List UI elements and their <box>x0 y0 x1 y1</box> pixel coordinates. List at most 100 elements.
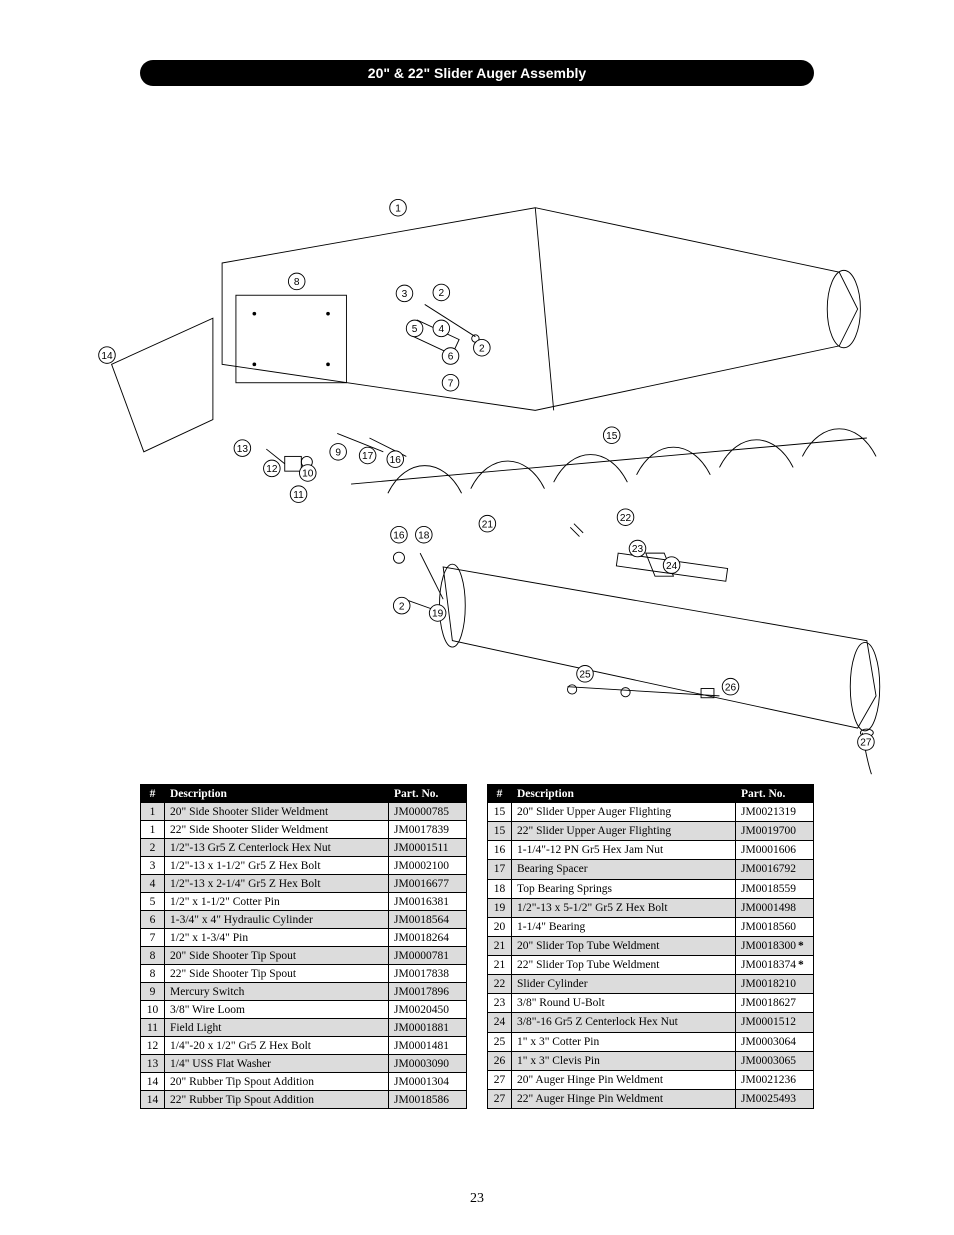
svg-text:11: 11 <box>293 490 304 501</box>
cell-desc: Bearing Spacer <box>512 860 736 879</box>
cell-desc: 3/8"-16 Gr5 Z Centerlock Hex Nut <box>512 1013 736 1032</box>
cell-num: 15 <box>488 822 512 841</box>
table-row: 2120" Slider Top Tube WeldmentJM0018300* <box>488 936 814 955</box>
table-row: 251" x 3" Cotter PinJM0003064 <box>488 1032 814 1051</box>
star-icon: * <box>798 959 804 971</box>
table-row: 121/4"-20 x 1/2" Gr5 Z Hex BoltJM0001481 <box>141 1037 467 1055</box>
svg-text:19: 19 <box>432 609 444 620</box>
cell-part: JM0002100 <box>389 857 467 875</box>
table-row: 31/2"-13 x 1-1/2" Gr5 Z Hex BoltJM000210… <box>141 857 467 875</box>
cell-num: 26 <box>488 1051 512 1070</box>
cell-desc: 20" Side Shooter Slider Weldment <box>165 803 389 821</box>
table-row: 191/2"-13 x 5-1/2" Gr5 Z Hex BoltJM00014… <box>488 898 814 917</box>
table-row: 9Mercury SwitchJM0017896 <box>141 983 467 1001</box>
callout-22: 22 <box>617 509 634 526</box>
cell-desc: 22" Auger Hinge Pin Weldment <box>512 1089 736 1108</box>
cell-part: JM0016677 <box>389 875 467 893</box>
table-row: 51/2" x 1-1/2" Cotter PinJM0016381 <box>141 893 467 911</box>
cell-desc: 1/2"-13 x 2-1/4" Gr5 Z Hex Bolt <box>165 875 389 893</box>
cell-num: 14 <box>141 1091 165 1109</box>
cell-num: 8 <box>141 965 165 983</box>
cell-part: JM0018586 <box>389 1091 467 1109</box>
svg-text:17: 17 <box>362 451 374 462</box>
table-row: 131/4" USS Flat WasherJM0003090 <box>141 1055 467 1073</box>
cell-part: JM0018560 <box>736 917 814 936</box>
callout-9: 9 <box>330 444 347 461</box>
cell-num: 17 <box>488 860 512 879</box>
svg-text:9: 9 <box>335 448 341 459</box>
cell-desc: 22" Slider Top Tube Weldment <box>512 956 736 975</box>
svg-text:10: 10 <box>302 469 314 480</box>
cell-part: JM0003064 <box>736 1032 814 1051</box>
cell-desc: 1/2" x 1-3/4" Pin <box>165 929 389 947</box>
svg-text:15: 15 <box>606 431 618 442</box>
cell-desc: 1/4" USS Flat Washer <box>165 1055 389 1073</box>
svg-text:22: 22 <box>620 513 632 524</box>
cell-num: 4 <box>141 875 165 893</box>
cell-part: JM0017896 <box>389 983 467 1001</box>
cell-num: 15 <box>488 803 512 822</box>
cell-desc: 20" Slider Upper Auger Flighting <box>512 803 736 822</box>
svg-text:3: 3 <box>402 289 408 300</box>
cell-num: 19 <box>488 898 512 917</box>
cell-part: JM0018564 <box>389 911 467 929</box>
cell-desc: 22" Slider Upper Auger Flighting <box>512 822 736 841</box>
callout-14: 14 <box>99 347 116 364</box>
table-row: 233/8" Round U-BoltJM0018627 <box>488 994 814 1013</box>
table-row: 120" Side Shooter Slider WeldmentJM00007… <box>141 803 467 821</box>
svg-text:21: 21 <box>482 519 494 530</box>
table-row: 103/8" Wire LoomJM0020450 <box>141 1001 467 1019</box>
svg-text:16: 16 <box>393 530 405 541</box>
cell-num: 21 <box>488 936 512 955</box>
svg-text:1: 1 <box>395 203 401 214</box>
callout-16: 16 <box>387 451 404 468</box>
cell-desc: 1/2"-13 x 5-1/2" Gr5 Z Hex Bolt <box>512 898 736 917</box>
table-row: 1422" Rubber Tip Spout AdditionJM0018586 <box>141 1091 467 1109</box>
cell-part: JM0020450 <box>389 1001 467 1019</box>
cell-part: JM0018300* <box>736 936 814 955</box>
cell-num: 20 <box>488 917 512 936</box>
svg-text:18: 18 <box>418 530 430 541</box>
cell-desc: 22" Side Shooter Slider Weldment <box>165 821 389 839</box>
callout-16: 16 <box>391 526 408 543</box>
cell-part: JM0018264 <box>389 929 467 947</box>
cell-part: JM0025493 <box>736 1089 814 1108</box>
table-row: 2720" Auger Hinge Pin WeldmentJM0021236 <box>488 1070 814 1089</box>
table-row: 41/2"-13 x 2-1/4" Gr5 Z Hex BoltJM001667… <box>141 875 467 893</box>
cell-desc: 22" Rubber Tip Spout Addition <box>165 1091 389 1109</box>
cell-part: JM0000785 <box>389 803 467 821</box>
cell-part: JM0001498 <box>736 898 814 917</box>
cell-num: 16 <box>488 841 512 860</box>
cell-desc: 1/4"-20 x 1/2" Gr5 Z Hex Bolt <box>165 1037 389 1055</box>
table-row: 2722" Auger Hinge Pin WeldmentJM0025493 <box>488 1089 814 1108</box>
cell-desc: Top Bearing Springs <box>512 879 736 898</box>
cell-part: JM0018210 <box>736 975 814 994</box>
cell-part: JM0001606 <box>736 841 814 860</box>
cell-num: 9 <box>141 983 165 1001</box>
cell-num: 1 <box>141 803 165 821</box>
callout-18: 18 <box>416 526 433 543</box>
cell-desc: 20" Slider Top Tube Weldment <box>512 936 736 955</box>
cell-part: JM0019700 <box>736 822 814 841</box>
svg-text:8: 8 <box>294 277 300 288</box>
parts-tables: # Description Part. No. 120" Side Shoote… <box>140 784 814 1109</box>
cell-part: JM0021236 <box>736 1070 814 1089</box>
cell-num: 18 <box>488 879 512 898</box>
svg-text:13: 13 <box>237 444 249 455</box>
cell-desc: 1-3/4" x 4" Hydraulic Cylinder <box>165 911 389 929</box>
svg-text:12: 12 <box>266 464 278 475</box>
cell-num: 22 <box>488 975 512 994</box>
callout-6: 6 <box>442 348 459 365</box>
cell-num: 8 <box>141 947 165 965</box>
cell-num: 10 <box>141 1001 165 1019</box>
cell-desc: 3/8" Round U-Bolt <box>512 994 736 1013</box>
callout-3: 3 <box>396 285 413 302</box>
cell-part: JM0016792 <box>736 860 814 879</box>
cell-num: 24 <box>488 1013 512 1032</box>
callout-23: 23 <box>629 540 646 557</box>
svg-text:16: 16 <box>390 455 402 466</box>
cell-num: 11 <box>141 1019 165 1037</box>
callout-25: 25 <box>577 666 594 683</box>
cell-part: JM0001511 <box>389 839 467 857</box>
cell-part: JM0003090 <box>389 1055 467 1073</box>
